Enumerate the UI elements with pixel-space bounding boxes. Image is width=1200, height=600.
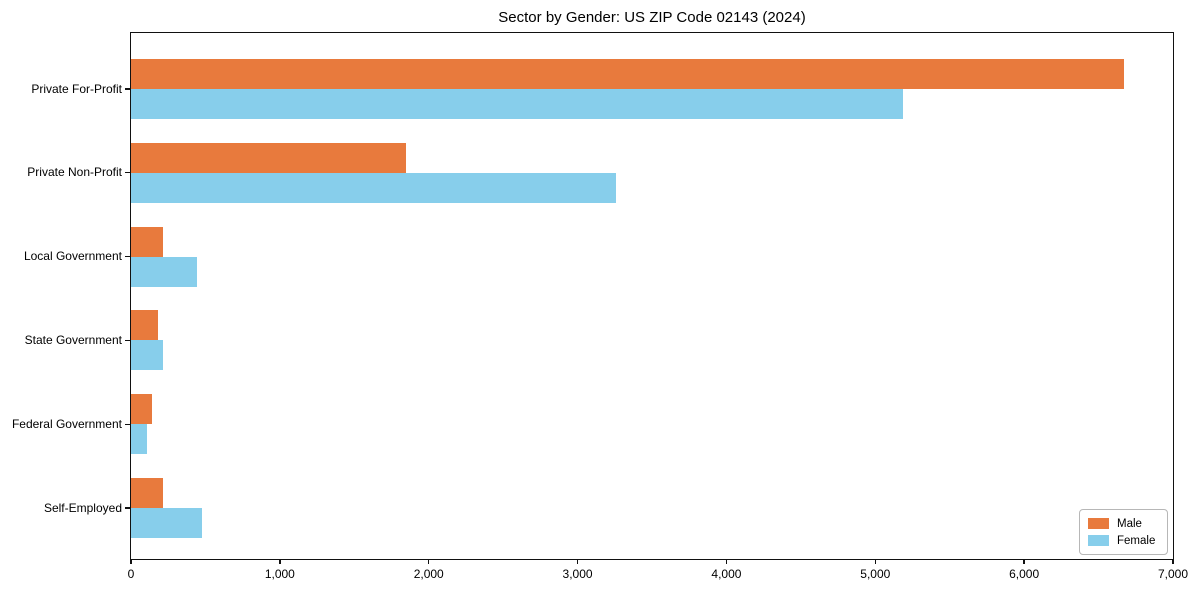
- legend-label-male: Male: [1117, 517, 1142, 530]
- bar-male-state-government: [131, 310, 158, 341]
- bar-female-local-government: [131, 256, 198, 287]
- legend: Male Female: [1079, 509, 1168, 555]
- bar-male-federal-government: [131, 394, 152, 425]
- y-tick-mark: [125, 507, 130, 509]
- x-tick-mark: [576, 559, 579, 564]
- y-tick-mark: [125, 172, 130, 174]
- y-tick-label-private-for-profit: Private For-Profit: [31, 81, 122, 96]
- x-tick-label-3000: 3,000: [562, 567, 593, 581]
- bar-female-federal-government: [131, 424, 147, 455]
- bar-female-private-for-profit: [131, 89, 903, 119]
- bar-male-local-government: [131, 226, 163, 257]
- bar-male-private-non-profit: [131, 142, 406, 173]
- x-tick-label-5000: 5,000: [860, 567, 891, 581]
- legend-row-male: Male: [1088, 515, 1159, 532]
- bar-female-private-non-profit: [131, 172, 617, 203]
- legend-swatch-female: [1088, 535, 1109, 546]
- y-tick-label-local-government: Local Government: [23, 249, 122, 264]
- y-tick-mark: [125, 339, 130, 342]
- x-tick-label-2000: 2,000: [413, 567, 444, 581]
- legend-label-female: Female: [1117, 534, 1156, 547]
- x-tick-mark: [874, 559, 876, 564]
- y-tick-mark: [125, 88, 130, 90]
- x-tick-mark: [130, 559, 132, 564]
- x-tick-mark: [428, 559, 430, 564]
- y-tick-label-private-non-profit: Private Non-Profit: [27, 165, 122, 180]
- x-tick-label-4000: 4,000: [711, 567, 742, 581]
- x-tick-mark: [1172, 559, 1174, 564]
- x-tick-label-1000: 1,000: [264, 567, 295, 581]
- bar-male-self-employed: [131, 478, 163, 508]
- x-tick-mark: [725, 559, 728, 564]
- y-tick-label-state-government: State Government: [24, 332, 122, 347]
- bar-female-self-employed: [131, 508, 203, 538]
- x-tick-label-6000: 6,000: [1009, 567, 1040, 581]
- x-tick-label-0: 0: [127, 567, 135, 581]
- legend-swatch-male: [1088, 518, 1109, 529]
- x-tick-mark: [1023, 559, 1025, 564]
- legend-row-female: Female: [1088, 532, 1159, 549]
- x-tick-mark: [279, 559, 281, 564]
- y-tick-mark: [125, 255, 130, 258]
- y-tick-label-self-employed: Self-Employed: [43, 500, 122, 515]
- y-tick-mark: [125, 423, 130, 425]
- chart-title: Sector by Gender: US ZIP Code 02143 (202…: [498, 9, 806, 26]
- bar-male-private-for-profit: [131, 59, 1124, 89]
- y-tick-label-federal-government: Federal Government: [11, 416, 122, 431]
- bar-female-state-government: [131, 340, 163, 371]
- x-tick-label-7000: 7,000: [1157, 567, 1189, 581]
